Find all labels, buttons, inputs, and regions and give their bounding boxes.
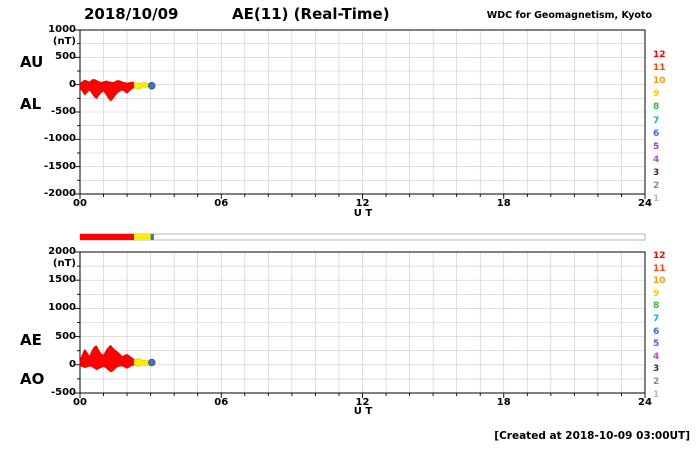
created-timestamp: [Created at 2018-10-09 03:00UT]	[494, 430, 690, 442]
label-ao: AO	[20, 370, 45, 388]
xaxis-title-top: U T	[353, 208, 373, 219]
plot-date: 2018/10/09	[84, 5, 179, 23]
label-ae: AE	[20, 331, 42, 349]
plot-title: AE(11) (Real-Time)	[232, 5, 390, 23]
xaxis-title-bottom: U T	[353, 406, 373, 417]
label-au: AU	[20, 53, 44, 71]
label-al: AL	[20, 95, 42, 113]
credit-text: WDC for Geomagnetism, Kyoto	[486, 10, 652, 21]
